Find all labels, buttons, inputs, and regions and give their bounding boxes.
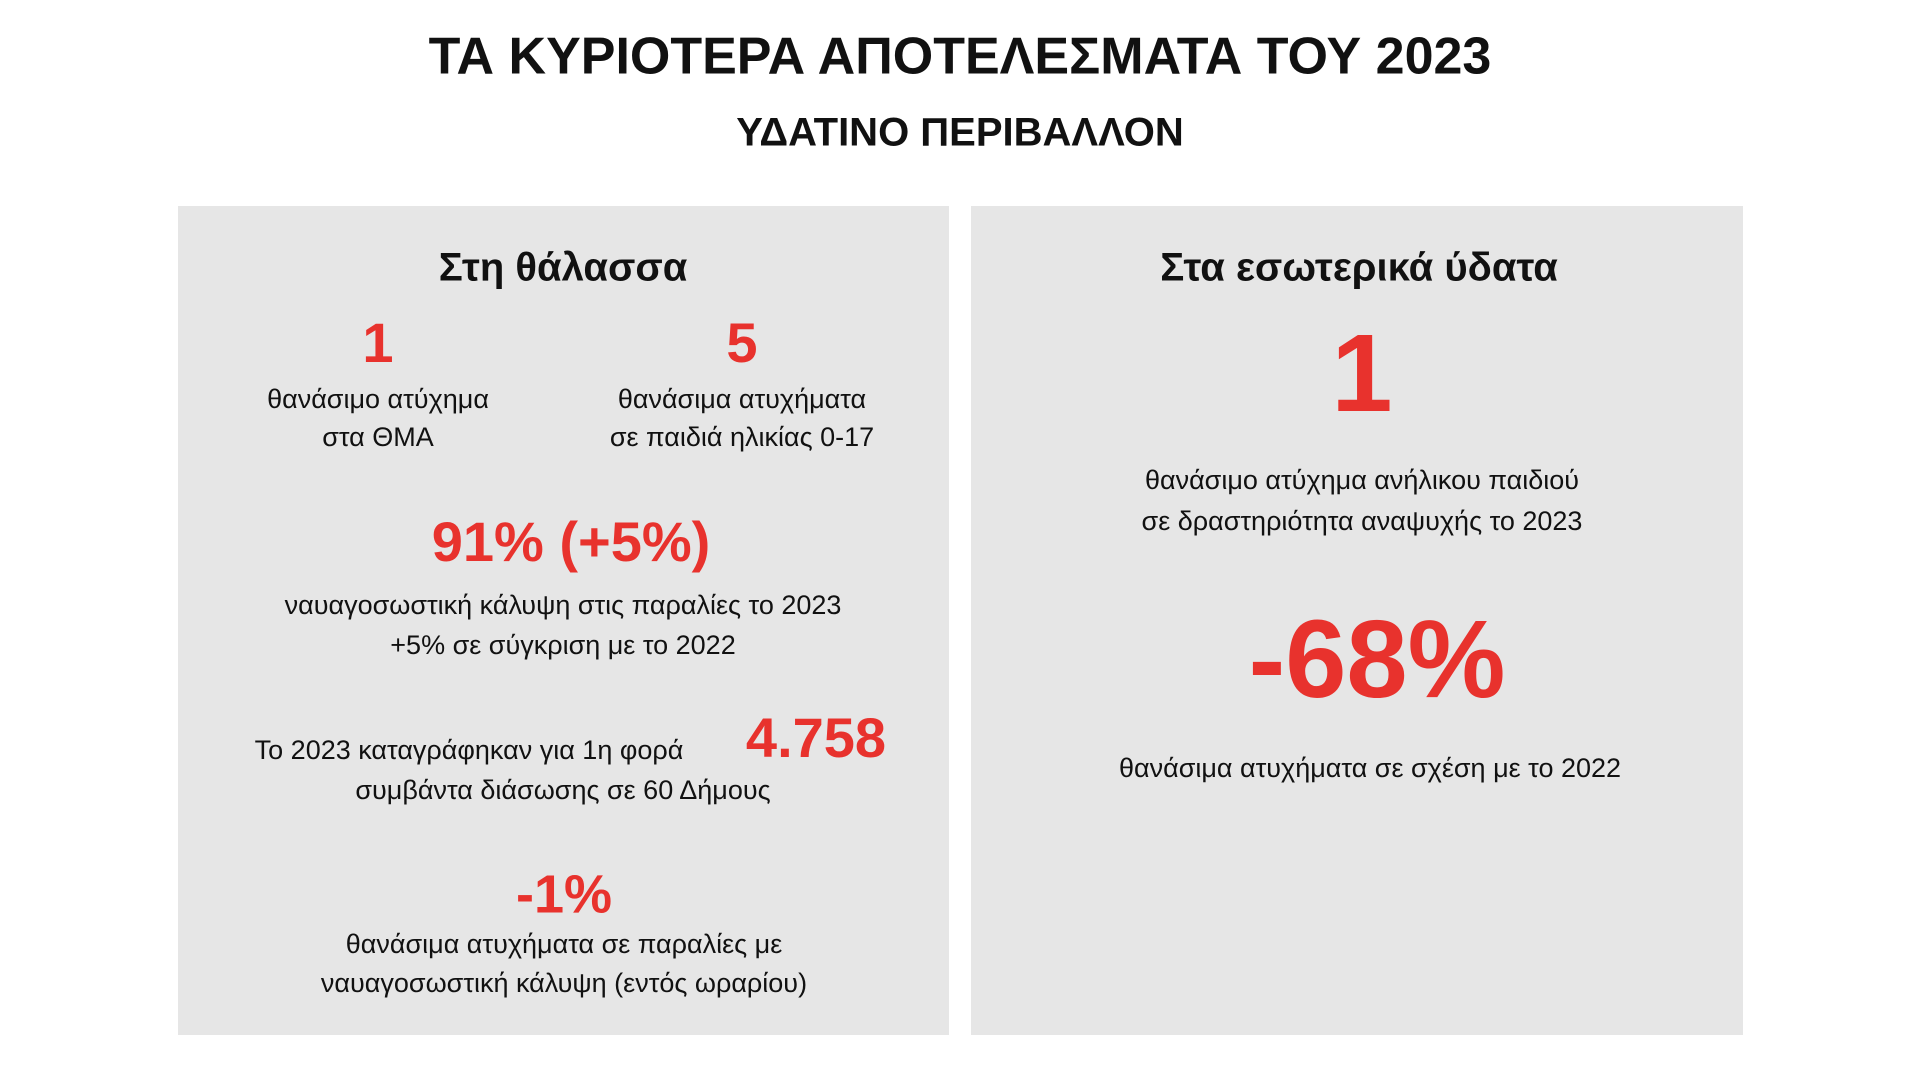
stat-text: σε παιδιά ηλικίας 0-17 [610, 422, 874, 452]
stat-text: +5% σε σύγκριση με το 2022 [390, 630, 735, 660]
stat-text: θανάσιμο ατύχημα ανήλικου παιδιού [1145, 465, 1579, 495]
stat-value: 5 [726, 311, 757, 374]
panel-heading: Στα εσωτερικά ύδατα [1160, 246, 1558, 290]
panel-bg [971, 206, 1743, 1035]
stat-text: θανάσιμα ατυχήματα [618, 384, 866, 414]
stat-value: 4.758 [746, 706, 886, 769]
stat-value: -1% [516, 864, 612, 924]
stat-value: -68% [1249, 598, 1506, 721]
title: ΤΑ ΚΥΡΙΟΤΕΡΑ ΑΠΟΤΕΛΕΣΜΑΤΑ ΤΟΥ 2023 [429, 28, 1492, 86]
subtitle: ΥΔΑΤΙΝΟ ΠΕΡΙΒΑΛΛΟΝ [736, 111, 1183, 155]
stat-text: συμβάντα διάσωσης σε 60 Δήμους [355, 775, 770, 805]
stat-text: σε δραστηριότητα αναψυχής το 2023 [1142, 506, 1583, 536]
stat-value: 1 [362, 311, 393, 374]
stat-text: θανάσιμα ατυχήματα σε σχέση με το 2022 [1119, 753, 1621, 783]
stat-value: 1 [1331, 312, 1392, 435]
stat-text: στα ΘΜΑ [322, 422, 434, 452]
stat-text: ναυαγοσωστική κάλυψη (εντός ωραρίου) [321, 968, 807, 998]
panel-heading: Στη θάλασσα [439, 246, 688, 290]
panel-bg [178, 206, 949, 1035]
stat-text: Το 2023 καταγράφηκαν για 1η φορά [255, 735, 684, 765]
stat-value: 91% (+5%) [432, 510, 711, 573]
stat-text: θανάσιμο ατύχημα [267, 384, 489, 414]
stat-text: θανάσιμα ατυχήματα σε παραλίες με [346, 929, 783, 959]
stat-text: ναυαγοσωστική κάλυψη στις παραλίες το 20… [285, 590, 842, 620]
